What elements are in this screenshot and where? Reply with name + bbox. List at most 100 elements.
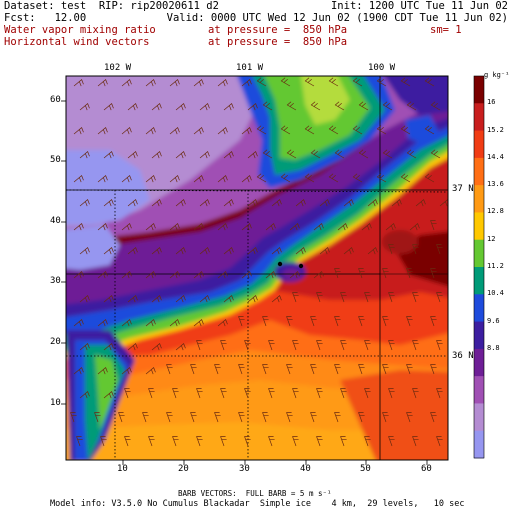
colorbar-swatch (474, 103, 484, 132)
wind-barb (319, 198, 330, 207)
wind-barb (214, 412, 221, 423)
wind-barb (220, 388, 227, 399)
wind-barb (217, 126, 228, 135)
wind-barb (310, 316, 317, 327)
wind-barb (400, 125, 411, 135)
wind-barb (256, 77, 267, 87)
colorbar-swatch (474, 130, 484, 159)
wind-barb (220, 340, 227, 351)
wind-barb (103, 294, 114, 303)
wind-barb (145, 270, 156, 279)
colorbar-swatch (474, 239, 484, 268)
wind-barb (247, 198, 258, 207)
wind-barb (268, 388, 275, 399)
lat-label: 36 N (452, 351, 474, 361)
wind-barb (97, 174, 108, 183)
wind-barb (172, 436, 179, 447)
wind-barb (400, 173, 411, 183)
wind-barb (358, 364, 365, 375)
wind-barb (265, 270, 276, 279)
wind-barb (127, 342, 138, 351)
wind-barb (340, 388, 347, 399)
colorbar-label: 16 (487, 98, 496, 107)
wind-barb (262, 412, 269, 423)
init-time: Init: 1200 UTC Tue 11 Jun 02 (330, 0, 508, 12)
wind-barb (388, 388, 395, 399)
wind-barb (388, 292, 395, 303)
wind-barb (292, 292, 299, 303)
wind-barb (412, 436, 419, 447)
wind-barb (223, 150, 234, 159)
wind-barb (172, 388, 179, 399)
wind-barb (328, 173, 339, 183)
wind-barb (313, 270, 324, 279)
wind-barb (328, 125, 339, 135)
field2-pressure: at pressure = 850 hPa (208, 36, 348, 48)
wind-barb (292, 388, 299, 399)
wind-barb (241, 270, 252, 279)
wind-barb (388, 244, 395, 255)
wind-barb (100, 436, 107, 447)
colorbar-label: 10.4 (487, 289, 504, 298)
y-tick-label: 20 (50, 337, 61, 347)
station-marker (277, 261, 283, 267)
wind-barb (316, 340, 323, 351)
wind-barb (376, 77, 387, 87)
colorbar-label: 11.2 (487, 262, 504, 270)
wind-barb (193, 174, 204, 183)
lat-label: 37 N (452, 184, 474, 194)
wind-barb (94, 412, 101, 423)
wind-barb (295, 198, 306, 207)
colorbar-label: 15.2 (487, 125, 504, 134)
station-marker (298, 263, 304, 269)
wind-barb (358, 149, 369, 159)
wind-barb (409, 222, 420, 231)
lon-label: 101 W (236, 63, 264, 73)
wind-barb (304, 77, 315, 87)
colorbar-swatch (474, 157, 484, 186)
wind-barb (412, 292, 419, 303)
wind-barb (97, 318, 108, 327)
wind-barb (121, 318, 132, 327)
wind-barb (145, 222, 156, 231)
wind-barb (223, 198, 234, 207)
wind-barb (406, 364, 413, 375)
wind-barb (430, 412, 437, 423)
wind-barb (406, 316, 413, 327)
wind-barb (151, 198, 162, 207)
wind-barb (175, 198, 186, 207)
wind-barb (385, 222, 396, 231)
field2-title: Horizontal wind vectors (4, 36, 150, 48)
wind-barb (436, 388, 443, 399)
wind-barb (73, 174, 84, 183)
wind-barb (79, 246, 90, 255)
wind-barb (337, 222, 348, 231)
wind-barb (304, 173, 315, 183)
wind-barb (271, 198, 282, 207)
wind-barb (73, 318, 84, 327)
wind-barb (247, 150, 258, 159)
wind-barb (124, 388, 131, 399)
wind-barb (199, 294, 210, 303)
wind-barb (376, 173, 387, 183)
wind-barb (220, 436, 227, 447)
wind-barb (364, 436, 371, 447)
wind-barb (256, 173, 267, 183)
valid-time: Valid: 0000 UTC Wed 12 Jun 02 (1900 CDT … (166, 12, 508, 24)
wind-barb (436, 244, 443, 255)
wind-barb (103, 246, 114, 255)
wind-barb (148, 388, 155, 399)
wind-barb (145, 78, 156, 87)
wind-barb (103, 390, 114, 399)
wind-barb (73, 126, 84, 135)
wind-barb (223, 294, 234, 303)
y-tick-label: 10 (50, 398, 61, 408)
barb-legend: BARB VECTORS: FULL BARB = 5 m s⁻¹ (178, 489, 332, 498)
wind-barb (262, 149, 273, 159)
wind-barb (73, 78, 84, 87)
wind-barb (214, 364, 221, 375)
wind-barb (430, 149, 441, 159)
wind-barb (295, 246, 306, 255)
wind-barb (103, 342, 114, 351)
wind-barb (400, 77, 411, 87)
